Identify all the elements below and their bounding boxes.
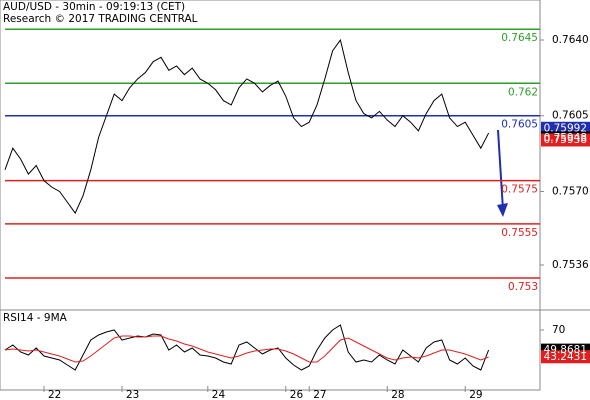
x-tick-label: 22 <box>48 389 61 400</box>
series-line <box>4 335 489 363</box>
price-tag-label: 0.75992 <box>544 122 587 134</box>
level-label: 0.753 <box>508 281 538 293</box>
y-tick-label: 0.7536 <box>552 259 589 271</box>
forecast-arrowhead <box>497 203 508 217</box>
plot-frame <box>0 0 541 391</box>
chart-subtitle: Research © 2017 TRADING CENTRAL <box>3 13 198 25</box>
y-tick-label: 0.7570 <box>552 185 589 197</box>
x-tick-label: 27 <box>313 389 326 400</box>
level-label: 0.7575 <box>501 184 538 196</box>
x-tick-label: 26 <box>290 389 304 400</box>
y-tick-label: 70 <box>552 324 565 336</box>
price-tag-label: 0.75938 <box>544 134 587 146</box>
x-tick-label: 24 <box>212 389 226 400</box>
y-tick-label: 0.7605 <box>552 110 589 122</box>
x-tick-label: 23 <box>126 389 139 400</box>
level-label: 0.762 <box>508 86 538 98</box>
level-label: 0.7605 <box>501 119 538 131</box>
series-line <box>4 38 490 215</box>
price-tag <box>541 350 590 364</box>
chart-title: AUD/USD - 30min - 09:19:13 (CET) <box>3 1 185 13</box>
price-tag-label: 0.75948 <box>544 132 587 144</box>
rsi-title: RSI14 - 9MA <box>3 312 68 324</box>
level-label: 0.7555 <box>501 227 538 239</box>
price-tag-label: 49.8681 <box>544 344 587 356</box>
x-tick-label: 29 <box>469 389 482 400</box>
series-line <box>4 324 490 371</box>
forecast-arrow <box>497 129 504 211</box>
price-tag <box>541 133 590 147</box>
level-label: 0.7645 <box>501 32 538 44</box>
y-tick-label: 0.7640 <box>552 34 589 46</box>
x-tick-label: 28 <box>391 389 404 400</box>
price-tag-label: 43.2431 <box>544 351 587 363</box>
